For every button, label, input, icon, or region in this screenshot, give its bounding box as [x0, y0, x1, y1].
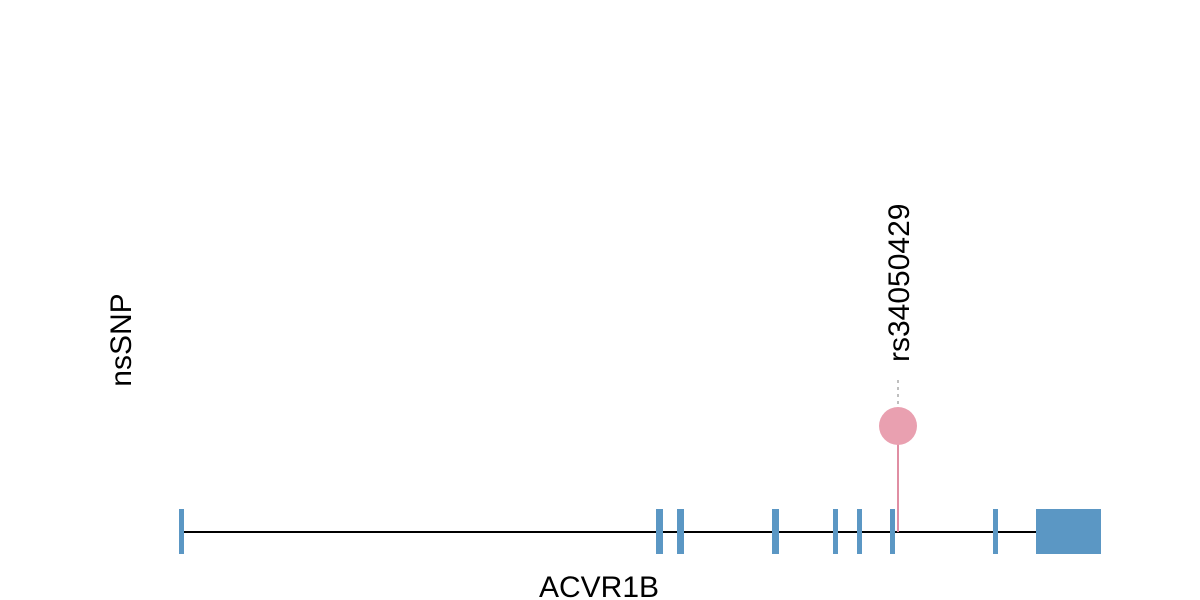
exon-8 [993, 509, 998, 554]
exon-6 [857, 509, 862, 554]
exon-5 [833, 509, 838, 554]
exon-4 [772, 509, 779, 554]
exon-2 [656, 509, 663, 554]
exon-group [179, 509, 1101, 554]
exon-7 [890, 509, 895, 554]
gene-label: ACVR1B [539, 571, 659, 600]
exon-9-last [1036, 509, 1101, 554]
exon-3 [677, 509, 684, 554]
snp-marker[interactable] [879, 407, 917, 445]
snp-label: rs34050429 [883, 204, 916, 362]
track-label: nsSNP [105, 293, 138, 386]
exon-1 [179, 509, 184, 554]
snp-lollipop[interactable]: rs34050429 [879, 204, 917, 532]
